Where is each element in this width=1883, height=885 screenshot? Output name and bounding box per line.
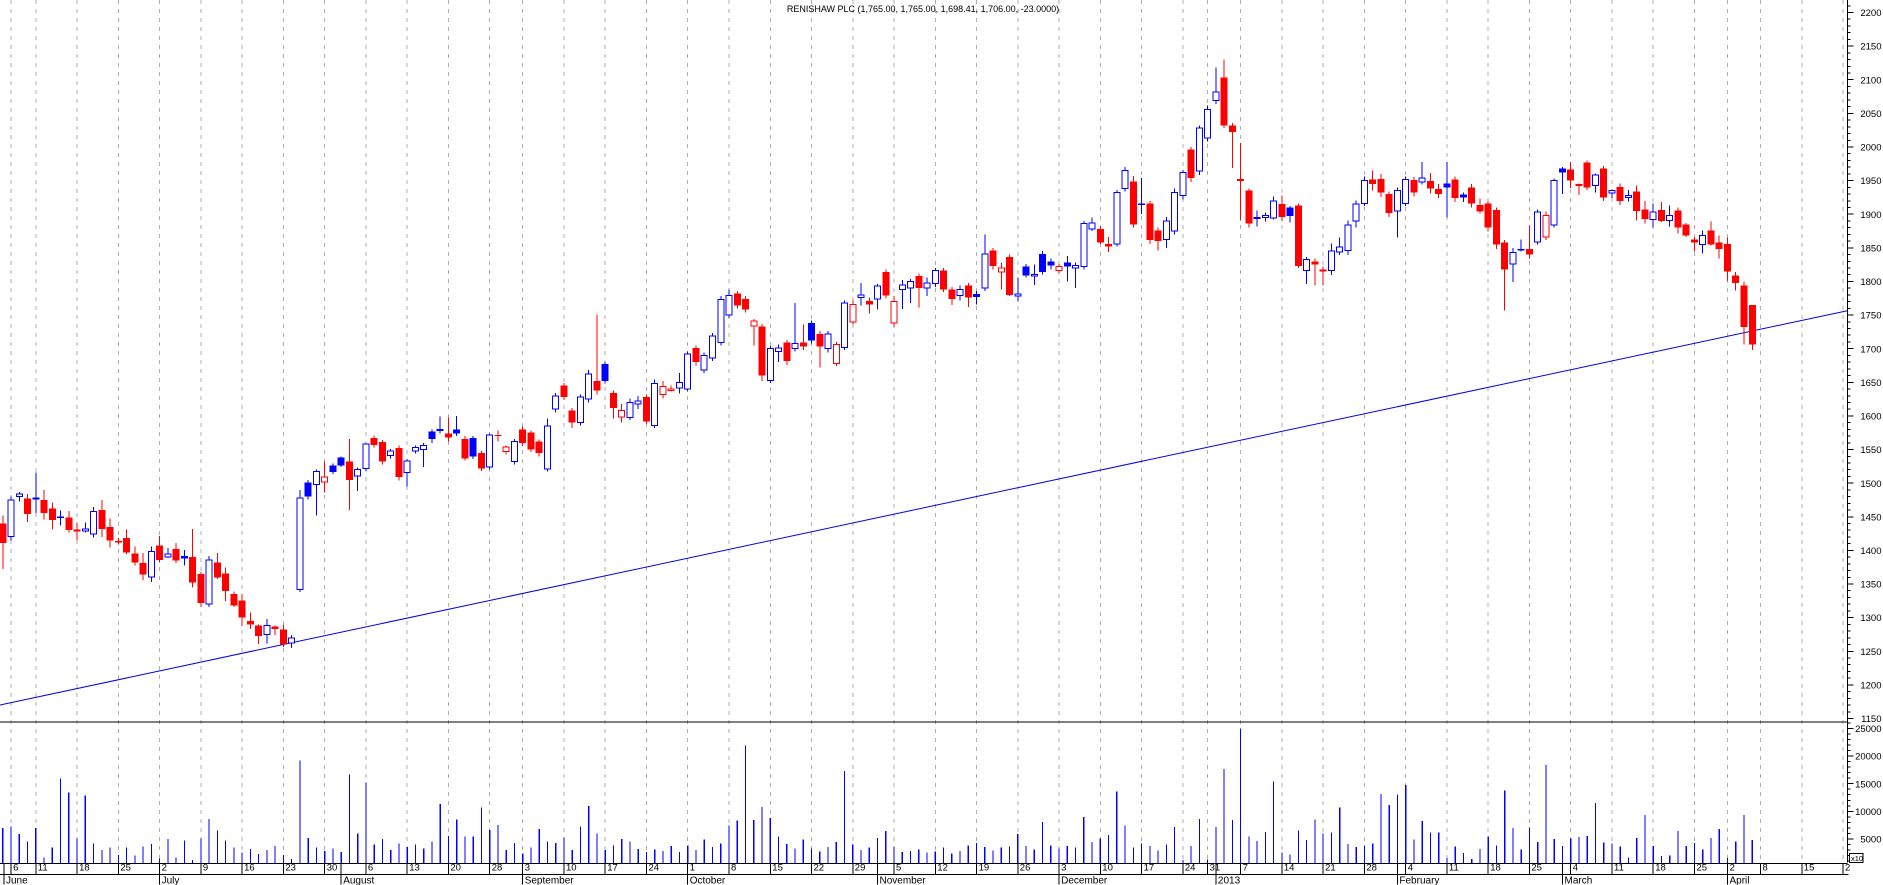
svg-text:1550: 1550 — [1860, 445, 1881, 456]
svg-text:11: 11 — [38, 863, 48, 874]
svg-text:29: 29 — [855, 863, 866, 874]
svg-text:2013: 2013 — [1218, 876, 1241, 885]
svg-text:25: 25 — [1697, 863, 1708, 874]
svg-text:10: 10 — [1102, 863, 1113, 874]
svg-text:April: April — [1730, 876, 1750, 885]
svg-text:3: 3 — [525, 863, 530, 874]
svg-text:17: 17 — [1144, 863, 1155, 874]
svg-text:11: 11 — [1449, 863, 1459, 874]
svg-text:18: 18 — [1490, 863, 1501, 874]
svg-text:5: 5 — [896, 863, 901, 874]
svg-text:1400: 1400 — [1860, 546, 1881, 557]
svg-text:1800: 1800 — [1860, 277, 1881, 288]
svg-text:1300: 1300 — [1860, 613, 1881, 624]
svg-text:20: 20 — [450, 863, 461, 874]
svg-text:February: February — [1399, 876, 1439, 885]
svg-text:9: 9 — [203, 863, 208, 874]
svg-text:1: 1 — [690, 863, 695, 874]
svg-text:26: 26 — [1020, 863, 1031, 874]
svg-text:4: 4 — [1573, 863, 1578, 874]
svg-text:8: 8 — [1763, 863, 1768, 874]
svg-text:December: December — [1061, 876, 1108, 885]
svg-text:2200: 2200 — [1860, 8, 1881, 19]
svg-text:25: 25 — [1531, 863, 1542, 874]
svg-text:August: August — [343, 876, 374, 885]
svg-text:October: October — [690, 876, 726, 885]
svg-text:x10: x10 — [1851, 854, 1863, 863]
svg-text:16: 16 — [244, 863, 255, 874]
svg-text:1600: 1600 — [1860, 412, 1881, 423]
svg-text:14: 14 — [1284, 863, 1295, 874]
svg-text:10000: 10000 — [1855, 807, 1881, 818]
svg-text:RENISHAW PLC (1,765.00, 1,765.: RENISHAW PLC (1,765.00, 1,765.00, 1,698.… — [787, 4, 1059, 14]
svg-text:5000: 5000 — [1860, 835, 1881, 846]
svg-text:1900: 1900 — [1860, 210, 1881, 221]
svg-text:2100: 2100 — [1860, 75, 1881, 86]
svg-text:March: March — [1565, 876, 1593, 885]
svg-text:1750: 1750 — [1860, 311, 1881, 322]
svg-text:2000: 2000 — [1860, 143, 1881, 154]
svg-text:1250: 1250 — [1860, 647, 1881, 658]
svg-text:1500: 1500 — [1860, 479, 1881, 490]
svg-text:1700: 1700 — [1860, 344, 1881, 355]
svg-text:25000: 25000 — [1855, 724, 1881, 735]
svg-text:21: 21 — [1325, 863, 1336, 874]
svg-text:1650: 1650 — [1860, 378, 1881, 389]
svg-text:24: 24 — [649, 863, 660, 874]
svg-text:7: 7 — [1243, 863, 1248, 874]
svg-text:10: 10 — [566, 863, 577, 874]
svg-text:13: 13 — [409, 863, 420, 874]
svg-text:2050: 2050 — [1860, 109, 1881, 120]
svg-text:1450: 1450 — [1860, 512, 1881, 523]
svg-text:20000: 20000 — [1855, 752, 1881, 763]
svg-text:November: November — [880, 876, 927, 885]
svg-text:6: 6 — [13, 863, 18, 874]
svg-text:2: 2 — [162, 863, 167, 874]
svg-text:18: 18 — [79, 863, 90, 874]
svg-text:11: 11 — [1614, 863, 1624, 874]
svg-text:1150: 1150 — [1861, 714, 1881, 725]
svg-text:September: September — [525, 876, 575, 885]
svg-text:15000: 15000 — [1855, 779, 1881, 790]
svg-text:15: 15 — [1804, 863, 1815, 874]
svg-text:July: July — [162, 876, 180, 885]
svg-text:17: 17 — [607, 863, 618, 874]
svg-text:2: 2 — [1845, 863, 1850, 874]
svg-text:23: 23 — [285, 863, 296, 874]
svg-text:24: 24 — [1185, 863, 1196, 874]
svg-text:2: 2 — [1730, 863, 1735, 874]
svg-text:28: 28 — [1366, 863, 1377, 874]
svg-text:22: 22 — [814, 863, 825, 874]
svg-text:2150: 2150 — [1860, 42, 1881, 53]
svg-text:8: 8 — [731, 863, 736, 874]
svg-text:19: 19 — [979, 863, 990, 874]
svg-text:25: 25 — [120, 863, 131, 874]
svg-text:June: June — [6, 876, 28, 885]
svg-text:1350: 1350 — [1860, 580, 1881, 591]
svg-text:4: 4 — [1408, 863, 1413, 874]
svg-text:6: 6 — [368, 863, 373, 874]
svg-text:1200: 1200 — [1860, 681, 1881, 692]
svg-text:1950: 1950 — [1860, 176, 1881, 187]
svg-text:28: 28 — [492, 863, 503, 874]
svg-text:30: 30 — [327, 863, 338, 874]
svg-text:18: 18 — [1655, 863, 1666, 874]
svg-text:3: 3 — [1061, 863, 1066, 874]
svg-text:1850: 1850 — [1860, 243, 1881, 254]
svg-text:31: 31 — [1210, 863, 1221, 874]
svg-text:15: 15 — [772, 863, 783, 874]
svg-text:12: 12 — [937, 863, 948, 874]
